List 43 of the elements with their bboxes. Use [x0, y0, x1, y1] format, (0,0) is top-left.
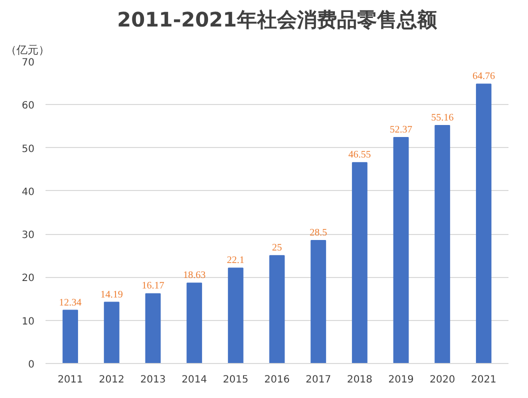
y-tick-label: 70 [22, 58, 35, 68]
x-tick-label: 2020 [430, 374, 456, 386]
bar [269, 255, 285, 364]
bar [434, 125, 450, 364]
data-label: 25 [272, 242, 282, 254]
y-tick-label: 30 [22, 230, 35, 242]
data-label: 28.5 [310, 228, 328, 239]
bar [310, 240, 326, 364]
data-label: 12.34 [59, 297, 82, 308]
y-tick-label: 20 [22, 273, 35, 284]
y-axis-title: （亿元） [6, 44, 50, 56]
y-tick-label: 10 [22, 316, 35, 328]
y-tick-label: 50 [22, 144, 35, 155]
x-tick-label: 2012 [98, 374, 124, 386]
bar [62, 310, 78, 364]
x-tick-label: 2014 [182, 374, 208, 386]
data-label: 55.16 [431, 112, 454, 124]
data-label: 22.1 [226, 255, 244, 266]
x-tick-label: 2018 [346, 374, 372, 386]
data-label: 46.55 [348, 150, 371, 161]
bar [145, 293, 161, 364]
data-label: 18.63 [183, 270, 206, 282]
x-tick-label: 2011 [58, 374, 84, 386]
y-tick-label: 60 [22, 100, 35, 112]
data-label: 14.19 [100, 289, 123, 300]
bar [352, 162, 368, 364]
x-tick-label: 2017 [306, 374, 332, 386]
x-tick-label: 2015 [222, 374, 248, 386]
y-tick-label: 40 [22, 186, 35, 198]
bar [228, 268, 244, 364]
x-tick-label: 2016 [264, 374, 290, 386]
x-tick-label: 2019 [388, 374, 414, 386]
bar [104, 302, 120, 364]
x-tick-label: 2013 [140, 374, 166, 386]
data-label: 64.76 [472, 71, 495, 82]
chart-title: 2011-2021年社会消费品零售总额 [117, 8, 438, 32]
bar [186, 282, 202, 364]
data-label: 16.17 [142, 280, 164, 292]
bar [393, 137, 409, 364]
bar [476, 84, 492, 364]
x-tick-label: 2021 [470, 374, 496, 386]
data-label: 52.37 [390, 124, 412, 136]
y-tick-label: 0 [28, 360, 35, 370]
